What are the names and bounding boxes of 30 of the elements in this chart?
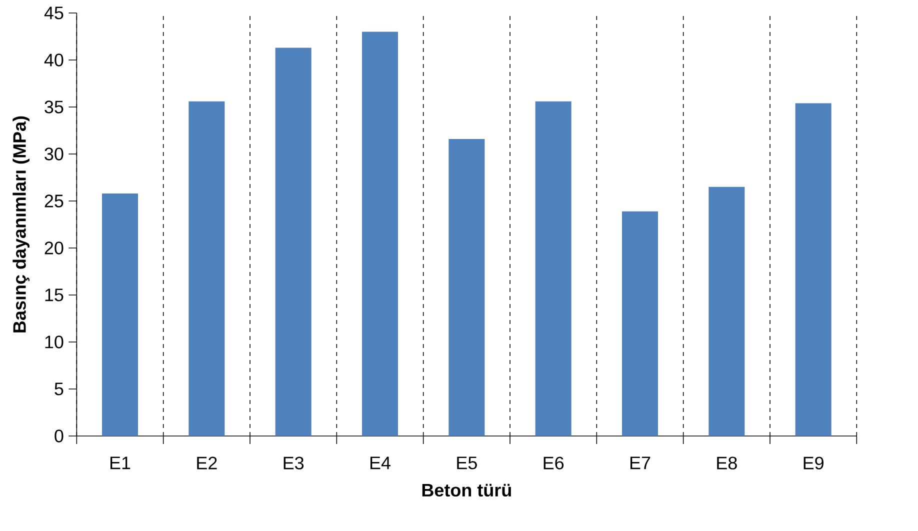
x-axis-title: Beton türü: [422, 484, 511, 497]
bar: [188, 101, 225, 436]
x-tick-label: E5: [457, 456, 477, 470]
x-tick-label: E1: [110, 456, 130, 470]
x-tick-label: E7: [630, 456, 650, 470]
x-tick-label: E2: [197, 456, 217, 470]
y-tick-label: 35: [44, 100, 64, 114]
x-tick-label: E4: [370, 456, 390, 470]
bar: [622, 211, 658, 436]
x-tick-label: E8: [717, 456, 737, 470]
y-tick-label: 45: [44, 6, 64, 20]
y-tick-label: 15: [45, 288, 64, 302]
bar: [362, 32, 398, 436]
bar: [102, 193, 138, 436]
y-tick-label: 25: [44, 194, 64, 208]
x-tick-label: E9: [804, 456, 824, 470]
x-tick-label: E3: [284, 456, 304, 470]
y-tick-label: 40: [44, 54, 64, 66]
y-tick-label: 30: [44, 148, 64, 160]
bar: [448, 138, 485, 436]
y-tick-label: 0: [54, 430, 64, 442]
bar: [708, 186, 745, 436]
y-axis-title: Basınç dayanımları (MPa): [12, 116, 30, 332]
y-tick-label: 5: [54, 382, 64, 396]
bar: [795, 103, 832, 436]
x-tick-label: E6: [544, 456, 564, 470]
y-tick-label: 10: [45, 336, 64, 348]
y-tick-label: 20: [44, 242, 64, 254]
bar: [535, 101, 572, 436]
bar: [275, 48, 312, 436]
